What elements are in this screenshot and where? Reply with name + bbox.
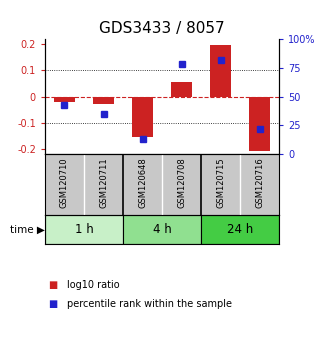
Bar: [123, 216, 201, 244]
Text: GSM120708: GSM120708: [177, 157, 186, 208]
Bar: [45, 216, 123, 244]
Text: 24 h: 24 h: [227, 223, 253, 236]
Bar: [93, 97, 114, 104]
Text: log10 ratio: log10 ratio: [67, 280, 120, 290]
Bar: [132, 97, 153, 137]
Text: ■: ■: [48, 280, 57, 290]
Bar: [54, 97, 75, 102]
Bar: [210, 45, 231, 97]
Bar: [249, 97, 271, 152]
Text: time ▶: time ▶: [10, 225, 45, 235]
Text: GSM120711: GSM120711: [99, 157, 108, 208]
Text: percentile rank within the sample: percentile rank within the sample: [67, 299, 232, 309]
Text: ■: ■: [48, 299, 57, 309]
Bar: [171, 82, 192, 97]
Text: GSM120716: GSM120716: [255, 157, 264, 208]
Text: GSM120648: GSM120648: [138, 157, 147, 208]
Bar: [201, 216, 279, 244]
Text: GSM120710: GSM120710: [60, 157, 69, 208]
Title: GDS3433 / 8057: GDS3433 / 8057: [99, 21, 225, 36]
Text: 4 h: 4 h: [153, 223, 171, 236]
Text: GSM120715: GSM120715: [216, 157, 225, 208]
Text: 1 h: 1 h: [74, 223, 93, 236]
